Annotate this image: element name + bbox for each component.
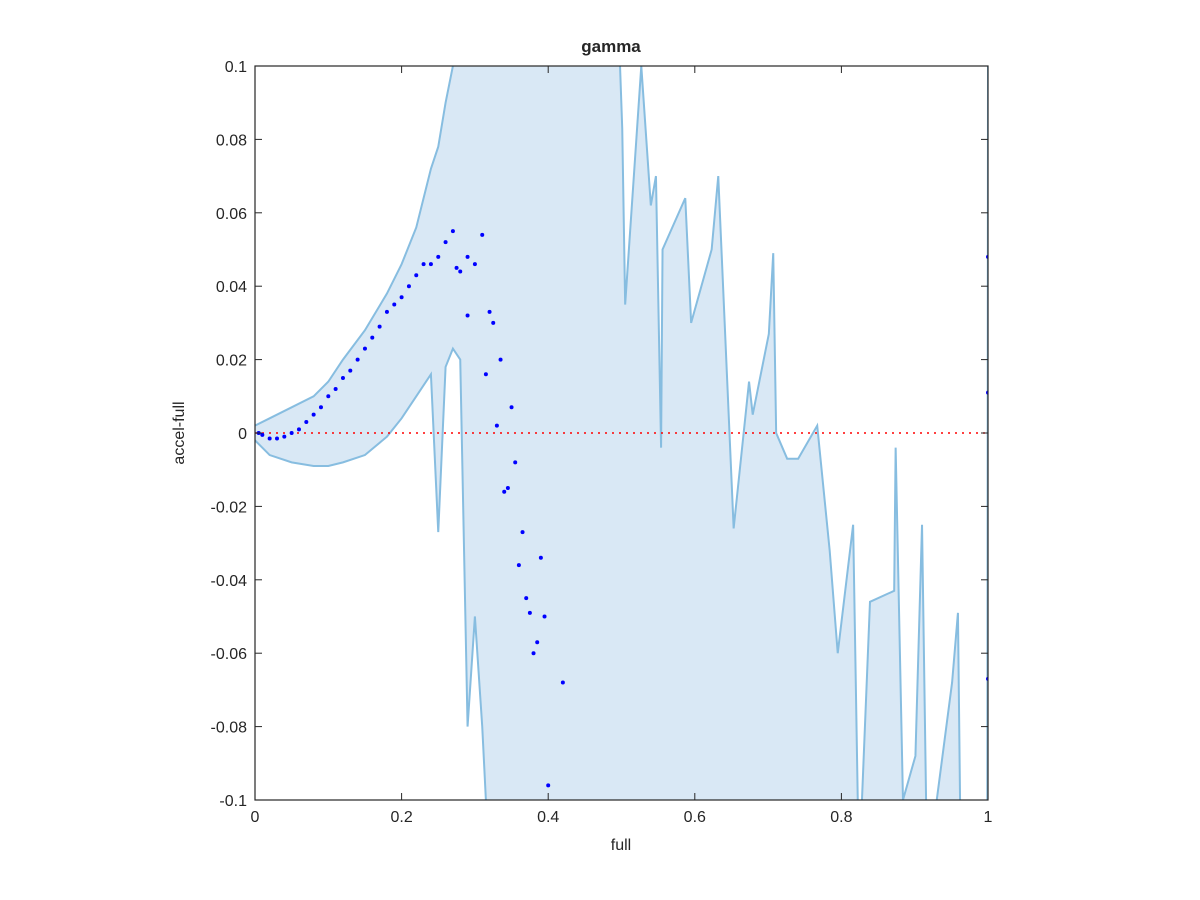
data-point [296,427,301,432]
x-tick-label: 0.2 [390,809,412,826]
data-point [443,240,448,245]
data-point [282,434,287,439]
band-area [255,66,988,800]
chart-title: gamma [581,37,641,56]
x-tick-label: 0.6 [684,809,706,826]
data-point [483,372,488,377]
data-point [516,563,521,568]
data-point [304,419,309,424]
data-point [406,284,411,289]
y-tick-label: 0.1 [225,59,247,76]
data-point [311,412,316,417]
y-tick-label: 0.08 [216,132,247,149]
x-tick-label: 0.8 [830,809,852,826]
data-point [480,232,485,237]
x-axis-label: full [611,837,631,854]
data-point [333,386,338,391]
data-point [260,432,265,437]
data-point [527,610,532,615]
y-tick-label: 0.02 [216,353,247,370]
y-tick-label: -0.02 [211,499,248,516]
data-point [392,302,397,307]
data-point [505,486,510,491]
data-point [520,530,525,535]
data-point [465,313,470,318]
data-point [465,254,470,259]
data-point [487,309,492,314]
data-point [428,262,433,267]
data-point [348,368,353,373]
data-point [318,405,323,410]
data-point [458,269,463,274]
data-point [355,357,360,362]
data-point [267,436,272,441]
data-point [498,357,503,362]
x-tick-label: 0 [251,809,260,826]
data-point [542,614,547,619]
band-upper-line [255,66,988,800]
data-point [421,262,426,267]
data-point [450,229,455,234]
data-point [370,335,375,340]
data-point [546,783,551,788]
y-tick-label: 0 [238,426,247,443]
data-point [524,596,529,601]
data-point [538,555,543,560]
x-tick-label: 1 [984,809,993,826]
data-point [535,640,540,645]
data-point [362,346,367,351]
data-point [509,405,514,410]
data-point [531,651,536,656]
data-point [494,423,499,428]
y-axis-label: accel-full [171,401,188,464]
data-point [326,394,331,399]
y-tick-label: -0.04 [211,573,248,590]
band-lower-line [255,346,487,800]
data-point [384,309,389,314]
plot-area [255,66,988,800]
data-point [502,489,507,494]
data-point [399,295,404,300]
x-tick-label: 0.4 [537,809,559,826]
data-point [289,431,294,435]
y-tick-label: -0.08 [211,720,248,737]
data-point [436,254,441,259]
data-point [454,265,459,270]
y-tick-label: 0.06 [216,206,247,223]
y-tick-label: -0.06 [211,646,248,663]
data-point [414,273,419,278]
data-point [472,262,477,267]
data-point [340,375,345,380]
data-point [491,320,496,325]
data-point [377,324,382,329]
data-point [560,680,565,685]
data-point [513,460,518,465]
y-tick-label: -0.1 [219,793,247,810]
data-point [274,436,279,441]
y-tick-label: 0.04 [216,279,247,296]
